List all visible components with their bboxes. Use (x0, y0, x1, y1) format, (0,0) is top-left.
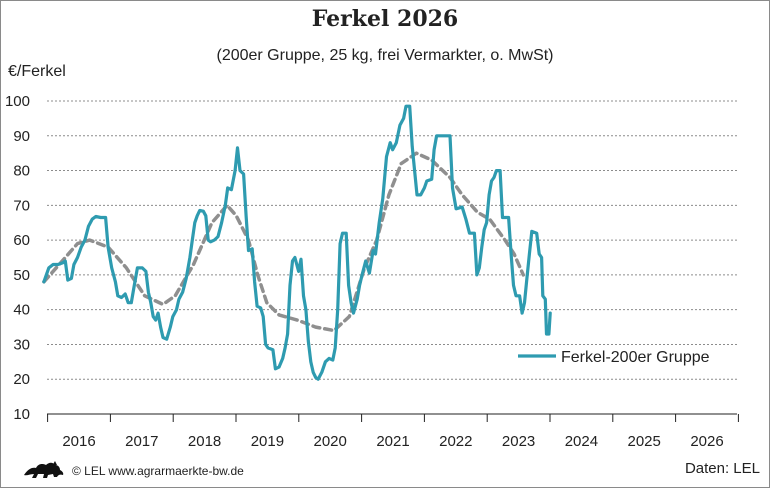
legend: Ferkel-200er Gruppe (518, 349, 710, 366)
x-tick-label: 2018 (188, 433, 221, 450)
y-tick-label: 100 (5, 93, 30, 110)
series-group (42, 104, 552, 381)
y-tick-label: 90 (13, 128, 30, 145)
x-tick-label: 2020 (314, 433, 347, 450)
y-tick-label: 70 (13, 197, 30, 214)
x-tick-label: 2024 (565, 433, 598, 450)
y-tick-label: 20 (13, 371, 30, 388)
y-tick-label: 80 (13, 163, 30, 180)
x-tick-label: 2025 (628, 433, 661, 450)
legend-label: Ferkel-200er Gruppe (561, 349, 710, 366)
axes (47, 413, 739, 422)
y-tick-label: 50 (13, 267, 30, 284)
y-tick-label: 10 (13, 406, 30, 423)
y-tick-label: 30 (13, 336, 30, 353)
x-tick-labels: 2016 2017 2018 2019 2020 2021 2022 2023 2024 2025… (62, 433, 723, 450)
y-axis-label: €/Ferkel (8, 63, 66, 80)
data-credit: Daten: LEL (684, 460, 760, 477)
x-tick-label: 2019 (251, 433, 284, 450)
y-tick-labels: 10 20 30 40 50 60 70 80 90 100 (5, 93, 30, 423)
lion-heraldic-icon (24, 461, 64, 478)
source-text: © LEL www.agrarmaerkte-bw.de (72, 464, 244, 478)
y-tick-label: 40 (13, 302, 30, 319)
series-line (42, 104, 552, 381)
x-tick-label: 2016 (62, 433, 95, 450)
grid-lines (47, 100, 737, 380)
x-tick-label: 2021 (376, 433, 409, 450)
x-tick-label: 2017 (125, 433, 158, 450)
chart-title: Ferkel 2026 (311, 6, 459, 32)
y-tick-label: 60 (13, 232, 30, 249)
chart-subtitle: (200er Gruppe, 25 kg, frei Vermarkter, o… (216, 47, 554, 64)
x-tick-label: 2023 (502, 433, 535, 450)
x-tick-label: 2022 (439, 433, 472, 450)
x-tick-label: 2026 (690, 433, 723, 450)
